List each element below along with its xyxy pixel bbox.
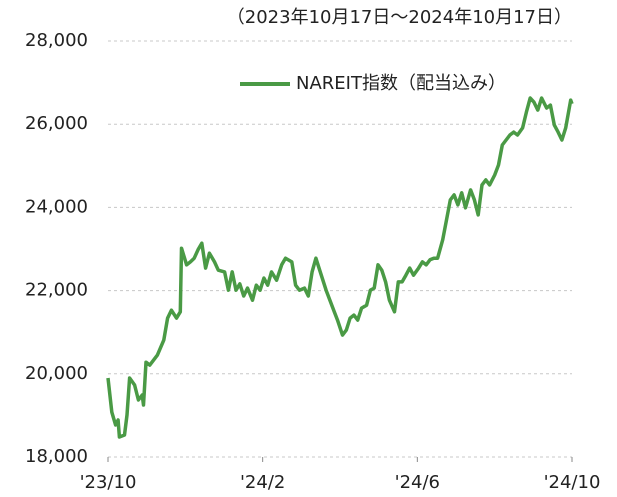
x-tick-label: '24/6: [395, 472, 440, 493]
y-tick-label: 28,000: [25, 30, 88, 51]
y-tick-label: 18,000: [25, 446, 88, 467]
x-tick-label: '24/2: [240, 472, 285, 493]
x-tick-label: '24/10: [544, 472, 601, 493]
legend-label: NAREIT指数（配当込み）: [296, 73, 506, 94]
y-tick-label: 20,000: [25, 363, 88, 384]
chart-subtitle: （2023年10月17日～2024年10月17日）: [227, 7, 572, 28]
data-line: [106, 96, 574, 439]
y-tick-label: 26,000: [25, 113, 88, 134]
y-tick-label: 22,000: [25, 280, 88, 301]
x-tick-label: '23/10: [80, 472, 137, 493]
y-tick-label: 24,000: [25, 196, 88, 217]
